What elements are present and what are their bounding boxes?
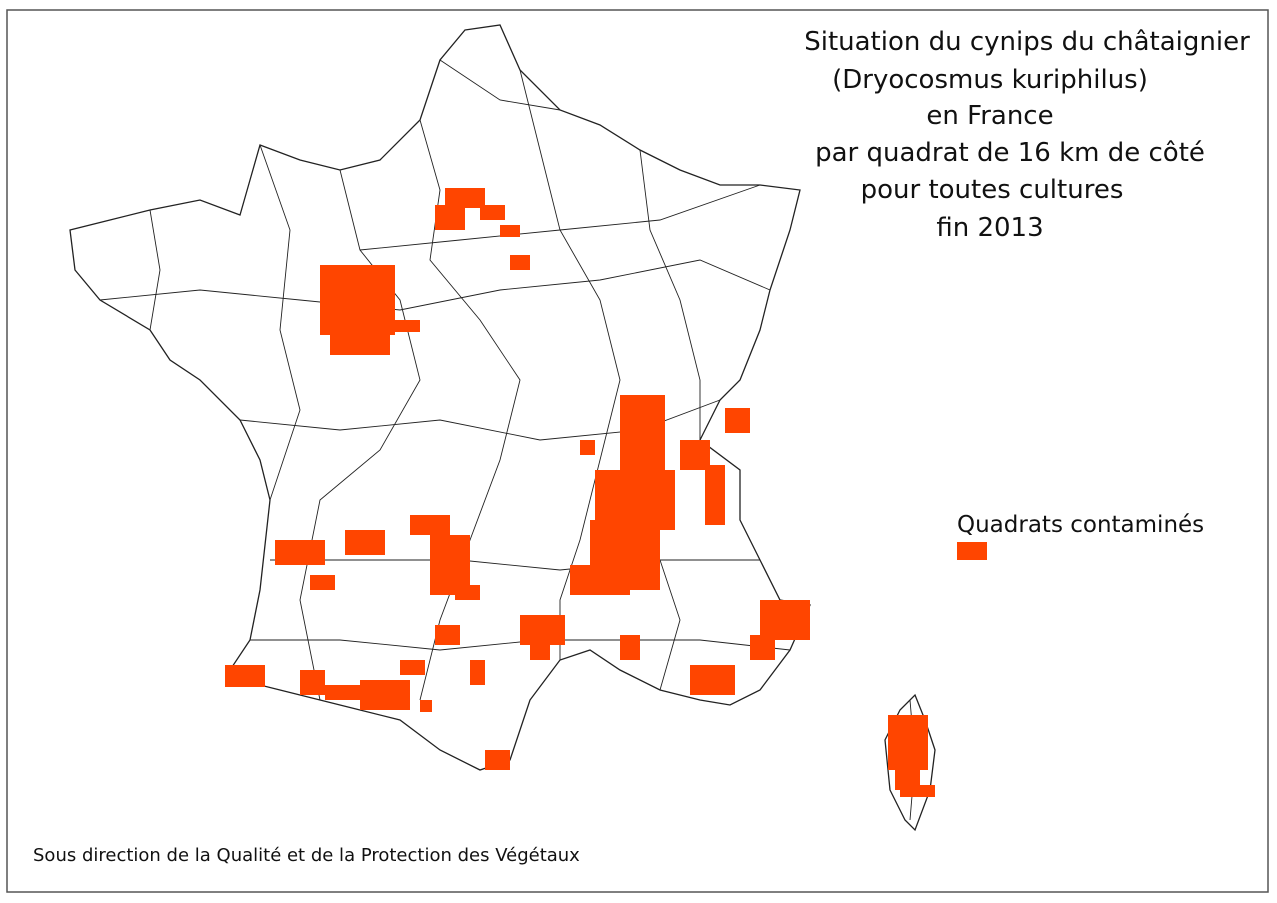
quadrat [705, 465, 725, 525]
quadrat [300, 670, 325, 695]
quadrat [580, 440, 595, 455]
quadrat [345, 530, 385, 555]
quadrat [620, 395, 665, 470]
quadrat [420, 700, 432, 712]
quadrat [320, 265, 395, 335]
quadrat [510, 255, 530, 270]
quadrat [410, 515, 450, 535]
quadrat [435, 205, 465, 230]
quadrat [620, 635, 640, 660]
title-line: en France [926, 101, 1053, 131]
quadrat [900, 785, 935, 797]
quadrat [470, 660, 485, 685]
quadrat [500, 225, 520, 237]
title-line: (Dryocosmus kuriphilus) [832, 65, 1148, 95]
title-line: pour toutes cultures [861, 175, 1124, 205]
legend-label: Quadrats contaminés [957, 512, 1204, 538]
quadrat [275, 540, 325, 565]
quadrat [750, 635, 775, 660]
quadrat [435, 625, 460, 645]
footer: Sous direction de la Qualité et de la Pr… [33, 845, 580, 866]
quadrat [480, 205, 505, 220]
quadrat [400, 660, 425, 675]
quadrat [760, 600, 810, 640]
quadrat [395, 320, 420, 332]
quadrat [455, 585, 480, 600]
quadrats [225, 188, 935, 797]
quadrat [310, 575, 335, 590]
title-line: Situation du cynips du châtaignier [804, 27, 1250, 57]
quadrat [530, 640, 550, 660]
quadrat [725, 408, 750, 433]
legend-swatch [957, 542, 987, 560]
quadrat [570, 565, 630, 595]
quadrat [225, 665, 265, 687]
quadrat [445, 188, 485, 208]
quadrat [325, 685, 370, 700]
quadrat [690, 665, 735, 695]
quadrat [485, 750, 510, 770]
quadrat [330, 330, 390, 355]
title-line: par quadrat de 16 km de côté [815, 138, 1205, 168]
quadrat [360, 680, 410, 710]
title-line: fin 2013 [936, 213, 1043, 243]
quadrat [888, 715, 928, 770]
